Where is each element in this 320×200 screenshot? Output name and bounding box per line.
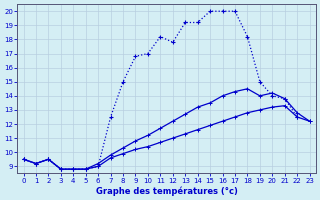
- X-axis label: Graphe des températures (°c): Graphe des températures (°c): [96, 186, 237, 196]
